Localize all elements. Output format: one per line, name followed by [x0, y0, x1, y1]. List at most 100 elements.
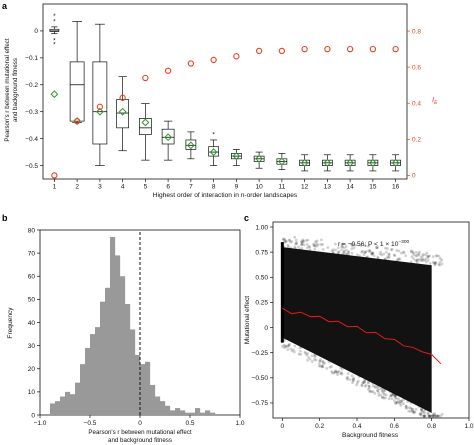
scatter-point: [319, 357, 322, 361]
panel-a-letter: a: [2, 1, 8, 11]
scatter-point: [296, 245, 300, 249]
scatter-point: [420, 258, 424, 262]
scatter-point: [336, 250, 340, 254]
scatter-point: [366, 387, 370, 391]
y2-tick-label: 0.6: [412, 64, 421, 71]
scatter-point: [381, 395, 384, 399]
scatter-point: [358, 254, 361, 258]
scatter-point: [438, 260, 442, 264]
scatter-point: [363, 380, 366, 384]
scatter-point: [427, 414, 431, 418]
scatter-point: [370, 390, 374, 393]
scatter-point: [423, 408, 427, 412]
mean-marker: [186, 141, 195, 150]
scatter-point: [426, 254, 430, 258]
scatter-point: [283, 337, 287, 341]
scatter-point: [410, 407, 414, 411]
box-10: [253, 151, 265, 169]
scatter-point: [373, 392, 377, 395]
ie-point: [210, 56, 217, 64]
scatter-point: [344, 252, 348, 256]
scatter-point: [400, 400, 403, 404]
ie-point: [369, 45, 377, 53]
scatter-point: [283, 239, 287, 243]
x-tick-label: 0: [281, 423, 285, 430]
scatter-point: [375, 246, 378, 250]
scatter-point: [417, 257, 421, 261]
scatter-point: [394, 394, 398, 397]
histogram-bar: [60, 396, 66, 415]
scatter-point: [364, 250, 368, 253]
y-tick-label: −0.5: [25, 163, 38, 170]
scatter-point: [431, 414, 435, 418]
scatter-point: [387, 255, 391, 259]
scatter-point: [293, 350, 296, 354]
box-flier: *: [53, 37, 56, 44]
scatter-point: [319, 238, 323, 242]
scatter-point: [411, 410, 415, 414]
scatter-point: [392, 253, 396, 257]
mean-marker: [300, 158, 309, 167]
scatter-point: [344, 248, 348, 252]
scatter-point: [414, 251, 418, 254]
scatter-point: [368, 390, 372, 393]
scatter-point: [281, 237, 285, 241]
histogram-bar: [155, 396, 161, 415]
scatter-point: [418, 413, 422, 416]
scatter-point: [422, 414, 426, 418]
scatter-point: [426, 411, 430, 415]
scatter-point: [375, 246, 379, 250]
panel-a-y-ticks: 0 −0.1 −0.2 −0.3 −0.4 −0.5: [25, 28, 43, 170]
panel-c-annotation: r = −0.56; P < 1 × 10−300: [338, 239, 410, 248]
scatter-point: [426, 412, 430, 416]
scatter-point: [382, 393, 386, 396]
scatter-point: [314, 358, 318, 362]
scatter-point: [413, 259, 417, 262]
scatter-point: [371, 384, 375, 388]
scatter-point: [434, 254, 438, 258]
scatter-point: [423, 258, 427, 262]
scatter-point: [346, 377, 350, 381]
box-flier: *: [53, 41, 56, 48]
scatter-point: [335, 371, 339, 374]
scatter-point: [348, 378, 352, 382]
scatter-point: [405, 406, 409, 410]
scatter-point: [352, 246, 356, 250]
scatter-point: [434, 414, 438, 418]
scatter-point: [420, 407, 423, 411]
scatter-point: [414, 254, 418, 258]
scatter-point: [412, 257, 415, 260]
scatter-point: [334, 242, 337, 246]
panel-b-y-ticks: 0 10 20 30 40 50 60 70 80: [28, 227, 40, 419]
scatter-point: [402, 251, 406, 255]
scatter-point: [360, 384, 364, 388]
x-tick-label: 1.0: [464, 423, 473, 430]
scatter-point: [294, 238, 298, 242]
panel-b-letter: b: [2, 213, 8, 223]
scatter-point: [404, 404, 408, 408]
scatter-point: [284, 344, 288, 348]
x-tick-label: 15: [369, 184, 377, 191]
scatter-point: [286, 345, 290, 349]
ie-point: [96, 103, 104, 110]
x-tick-label: 11: [279, 184, 286, 191]
scatter-point: [346, 372, 350, 375]
scatter-point: [393, 254, 397, 257]
scatter-point: [383, 388, 386, 391]
box-flier: *: [212, 132, 215, 139]
scatter-point: [397, 399, 401, 403]
histogram-bar: [145, 361, 151, 415]
scatter-point: [420, 413, 423, 417]
mean-marker: [277, 157, 286, 166]
scatter-point: [323, 361, 327, 365]
scatter-point: [366, 255, 369, 259]
scatter-point: [295, 241, 299, 245]
scatter-point: [321, 365, 325, 369]
scatter-point: [290, 349, 294, 353]
scatter-point: [431, 260, 435, 264]
panel-c-y-ticks: 1.00 0.75 0.50 0.25 0 −0.25 −0.50 −0.75: [252, 224, 273, 407]
ie-point: [278, 47, 286, 55]
scatter-point: [318, 359, 322, 363]
scatter-point: [371, 252, 375, 255]
mean-marker: [209, 148, 218, 156]
